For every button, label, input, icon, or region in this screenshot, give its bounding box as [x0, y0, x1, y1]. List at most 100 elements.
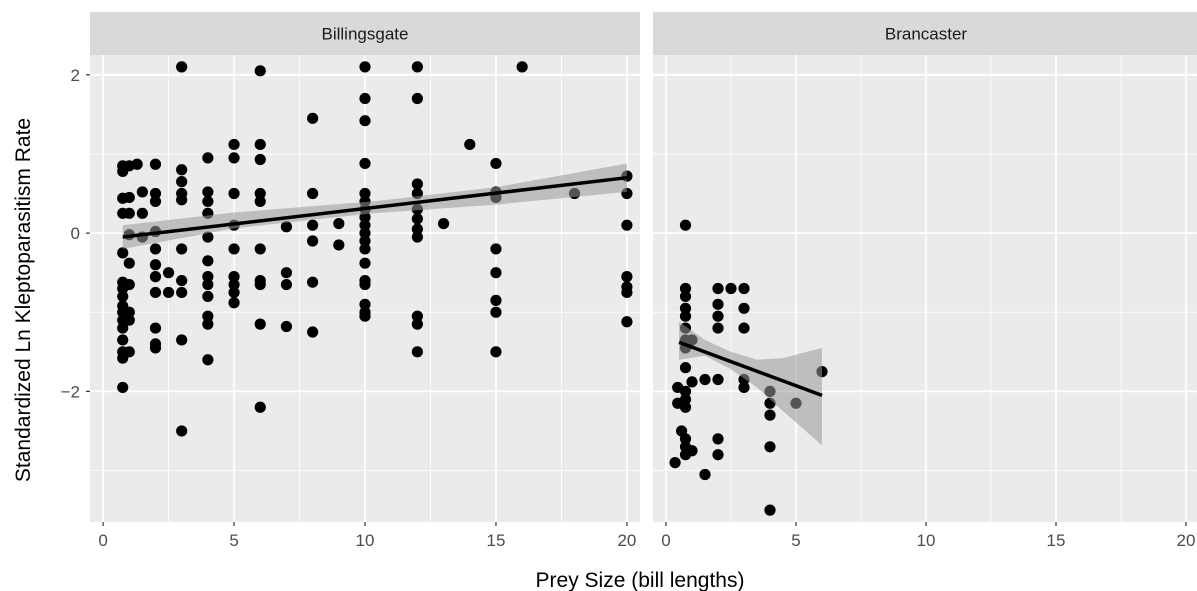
- data-point: [738, 282, 750, 295]
- panels-layer: −2 0 2 Billingsgate 0 5 10 15 20 Brancaster 0 5 10 15…: [61, 12, 1197, 550]
- data-point: [359, 257, 371, 269]
- data-point: [712, 310, 724, 322]
- data-point: [411, 92, 423, 105]
- data-point: [411, 310, 423, 322]
- data-point: [738, 381, 750, 394]
- data-point: [202, 290, 214, 303]
- x-tick-label: 0: [98, 531, 107, 550]
- data-point: [490, 294, 502, 306]
- data-point: [149, 271, 162, 283]
- data-point: [176, 425, 188, 437]
- data-point: [202, 152, 214, 164]
- data-point: [679, 282, 692, 295]
- data-point: [254, 243, 266, 255]
- data-point: [280, 221, 293, 233]
- data-point: [621, 271, 633, 283]
- data-point: [359, 278, 371, 291]
- data-point: [359, 211, 371, 223]
- data-point: [679, 219, 692, 231]
- data-point: [516, 61, 528, 73]
- data-point: [621, 286, 633, 299]
- data-point: [490, 243, 502, 255]
- data-point: [679, 401, 692, 413]
- data-point: [149, 195, 162, 208]
- data-point: [136, 207, 148, 219]
- data-point: [176, 286, 188, 299]
- data-point: [679, 302, 692, 314]
- strip-background: [90, 12, 640, 55]
- data-point: [490, 267, 502, 279]
- data-point: [699, 373, 711, 386]
- x-axis-title: Prey Size (bill lengths): [536, 569, 745, 591]
- strip-background: [653, 12, 1197, 55]
- x-tick-label: 10: [917, 531, 936, 550]
- data-point: [411, 61, 423, 73]
- data-point: [359, 92, 371, 105]
- data-point: [228, 187, 240, 200]
- data-point: [411, 178, 423, 190]
- data-point: [123, 278, 135, 291]
- data-point: [411, 318, 423, 330]
- x-tick-label: 5: [791, 531, 800, 550]
- data-point: [464, 138, 476, 151]
- data-point: [437, 217, 450, 230]
- x-tick-label: 15: [1047, 531, 1066, 550]
- data-point: [254, 153, 266, 166]
- data-point: [228, 278, 240, 291]
- data-point: [738, 302, 750, 314]
- data-point: [254, 401, 266, 413]
- data-point: [686, 445, 698, 457]
- data-point: [149, 259, 162, 271]
- x-tick-label: 20: [1177, 531, 1196, 550]
- x-tick-label: 5: [229, 531, 238, 550]
- data-point: [202, 231, 214, 243]
- data-point: [123, 257, 135, 269]
- data-point: [228, 138, 240, 151]
- data-point: [202, 271, 214, 283]
- data-point: [359, 187, 371, 200]
- data-point: [307, 187, 319, 200]
- data-point: [712, 373, 724, 386]
- data-point: [686, 376, 698, 388]
- regression-line: [122, 175, 628, 239]
- y-tick-label: 0: [71, 224, 80, 243]
- data-point: [202, 318, 214, 330]
- data-point: [679, 393, 692, 405]
- data-point: [359, 227, 371, 239]
- data-point: [679, 290, 692, 303]
- data-point: [228, 271, 240, 283]
- data-point: [669, 457, 681, 469]
- data-point: [202, 255, 214, 267]
- data-point: [228, 152, 240, 164]
- data-point: [117, 322, 129, 334]
- data-point: [359, 61, 371, 73]
- data-point: [411, 213, 423, 225]
- data-point: [490, 157, 502, 170]
- data-point: [202, 195, 214, 208]
- facet-panel-brancaster: Brancaster 0 5 10 15 20: [653, 12, 1197, 550]
- data-point: [117, 334, 129, 346]
- data-point: [202, 278, 214, 291]
- data-point: [679, 362, 692, 374]
- facet-panel-billingsgate: Billingsgate 0 5 10 15 20: [90, 12, 640, 550]
- data-point: [117, 247, 129, 259]
- data-point: [176, 334, 188, 346]
- data-point: [149, 286, 162, 299]
- data-point: [359, 243, 371, 255]
- data-point: [333, 239, 345, 251]
- data-point: [738, 322, 750, 334]
- data-point: [307, 326, 319, 338]
- strip-label: Brancaster: [885, 25, 968, 44]
- data-point: [176, 243, 188, 255]
- data-point: [254, 278, 266, 291]
- data-point: [764, 409, 776, 421]
- x-tick-label: 15: [486, 531, 505, 550]
- data-point: [712, 298, 724, 310]
- y-tick-label: 2: [71, 66, 80, 85]
- data-point: [764, 441, 776, 453]
- data-point: [162, 286, 175, 299]
- data-point: [228, 286, 240, 299]
- data-point: [202, 354, 214, 366]
- data-point: [254, 65, 266, 77]
